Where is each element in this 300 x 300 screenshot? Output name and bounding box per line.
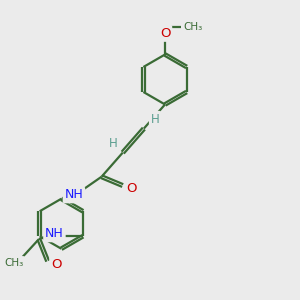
Text: O: O — [51, 258, 62, 271]
Text: CH₃: CH₃ — [183, 22, 202, 32]
Text: O: O — [126, 182, 137, 195]
Text: H: H — [151, 113, 159, 126]
Text: NH: NH — [64, 188, 83, 202]
Text: CH₃: CH₃ — [4, 258, 23, 268]
Text: O: O — [160, 27, 170, 40]
Text: H: H — [109, 137, 118, 150]
Text: NH: NH — [45, 227, 64, 240]
